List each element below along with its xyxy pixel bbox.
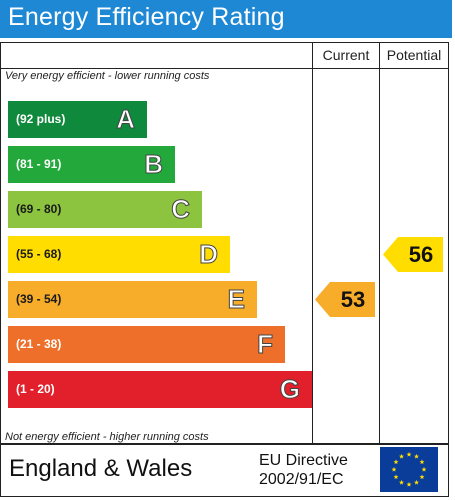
current-rating-value: 53 bbox=[340, 287, 366, 312]
potential-rating-value: 56 bbox=[408, 242, 434, 267]
region-label: England & Wales bbox=[9, 455, 193, 482]
directive-label: EU Directive 2002/91/EC bbox=[259, 451, 348, 489]
band-letter: D bbox=[199, 239, 219, 270]
star-icon bbox=[393, 474, 399, 480]
star-icon bbox=[399, 453, 404, 459]
directive-line-1: EU Directive bbox=[259, 452, 348, 469]
star-icon bbox=[414, 479, 419, 485]
band-d: (55 - 68) D bbox=[8, 236, 230, 273]
band-letter: A bbox=[116, 104, 136, 135]
directive-line-2: 2002/91/EC bbox=[259, 471, 344, 488]
page-title: Energy Efficiency Rating bbox=[8, 3, 285, 31]
band-f: (21 - 38) F bbox=[8, 326, 285, 363]
star-icon bbox=[406, 481, 412, 487]
header-divider bbox=[1, 68, 448, 69]
band-letter: E bbox=[227, 284, 245, 315]
band-range-label: (39 - 54) bbox=[16, 292, 62, 306]
band-range-label: (21 - 38) bbox=[16, 337, 62, 351]
star-icon bbox=[414, 453, 419, 459]
band-range-label: (92 plus) bbox=[16, 112, 66, 126]
current-column-header: Current bbox=[322, 47, 370, 63]
star-icon bbox=[399, 479, 404, 485]
column-divider-current bbox=[312, 43, 313, 444]
band-c: (69 - 80) C bbox=[8, 191, 202, 228]
star-icon bbox=[393, 459, 399, 465]
band-range-label: (69 - 80) bbox=[16, 202, 62, 216]
header-bar: Energy Efficiency Rating bbox=[0, 0, 452, 38]
bottom-note: Not energy efficient - higher running co… bbox=[5, 431, 209, 443]
column-divider-potential bbox=[379, 43, 380, 444]
star-icon bbox=[419, 474, 425, 480]
band-range-label: (55 - 68) bbox=[16, 247, 62, 261]
top-note: Very energy efficient - lower running co… bbox=[5, 70, 210, 82]
rating-chart: Current Potential Very energy efficient … bbox=[0, 42, 449, 445]
current-arrow-shape bbox=[315, 282, 375, 317]
eu-flag-stars bbox=[391, 451, 427, 487]
star-icon bbox=[421, 466, 427, 472]
potential-arrow-shape bbox=[383, 237, 443, 272]
band-range-label: (81 - 91) bbox=[16, 157, 62, 171]
eu-flag-icon bbox=[380, 447, 438, 492]
star-icon bbox=[406, 451, 412, 457]
footer: England & Wales EU Directive 2002/91/EC bbox=[0, 445, 449, 497]
band-g: (1 - 20) G bbox=[8, 371, 312, 408]
band-letter: F bbox=[257, 329, 274, 360]
band-letter: C bbox=[171, 194, 191, 225]
band-a: (92 plus) A bbox=[8, 101, 147, 138]
star-icon bbox=[419, 459, 425, 465]
star-icon bbox=[391, 466, 397, 472]
band-range-label: (1 - 20) bbox=[16, 382, 55, 396]
bottom-divider bbox=[1, 443, 448, 444]
band-letter: G bbox=[279, 374, 300, 405]
band-letter: B bbox=[144, 149, 164, 180]
band-e: (39 - 54) E bbox=[8, 281, 257, 318]
potential-column-header: Potential bbox=[386, 47, 442, 63]
band-b: (81 - 91) B bbox=[8, 146, 175, 183]
